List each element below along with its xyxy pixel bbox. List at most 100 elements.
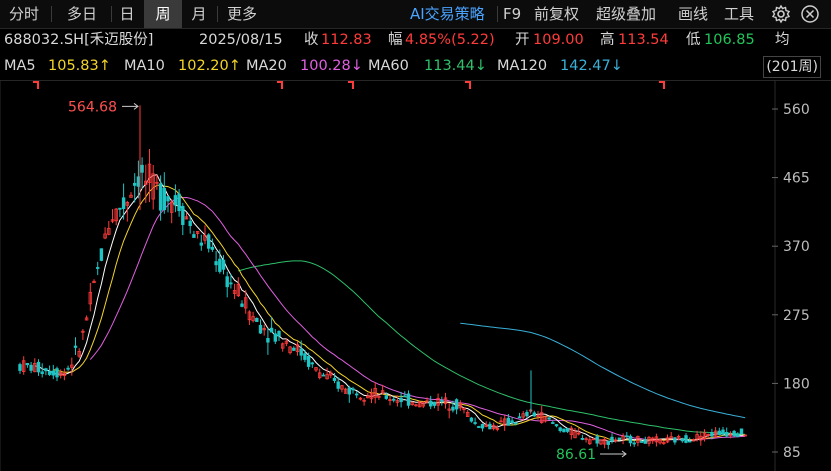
candle-body [199, 242, 203, 246]
ma5-value: 105.83↑ [48, 58, 111, 74]
candle-body [332, 377, 337, 381]
candle-body [369, 392, 374, 400]
adjust-button[interactable]: 前复权 [534, 5, 580, 23]
candle-body [373, 388, 377, 398]
candle-body [488, 423, 492, 430]
candle-body [725, 432, 729, 437]
candle-body [713, 430, 718, 438]
candle-body [440, 399, 444, 402]
ma120-line [460, 322, 746, 419]
candle-body [628, 435, 633, 444]
candle-body [595, 436, 599, 444]
candle-body [680, 438, 684, 442]
candle-body [173, 195, 178, 206]
candle-body [536, 415, 540, 418]
candle-body [73, 345, 78, 348]
high-value: 113.54 [618, 32, 669, 48]
candle-body [329, 372, 333, 376]
candle-body [210, 246, 215, 250]
max-arrow [122, 102, 139, 110]
candle-body [543, 416, 548, 422]
candle-body [317, 372, 322, 378]
tab-weekly[interactable]: 周 [144, 0, 182, 28]
candle-body [447, 408, 451, 411]
candle-body [584, 438, 588, 441]
candle-body [695, 434, 699, 440]
candle-body [51, 370, 55, 376]
candle-body [158, 183, 163, 211]
candle-body [147, 163, 152, 183]
quote-date: 2025/08/15 [199, 32, 283, 48]
candlestick-chart[interactable]: 560 465 370 275 180 85 564.68 86.61 [0, 80, 831, 471]
y-tick-label: 180 [783, 376, 810, 392]
candle-body [521, 413, 525, 418]
toolbar: 分时 多日 日 周 月 更多 AI交易策略 F9 前复权 超级叠加 画线 工具 [0, 0, 831, 29]
candle-body [580, 438, 585, 440]
candle-body [736, 433, 740, 437]
tab-intraday[interactable]: 分时 [8, 5, 39, 23]
candle-body [706, 433, 710, 437]
candle-body [203, 235, 207, 241]
ma10-label: MA10 [124, 58, 165, 74]
candle-body [654, 436, 659, 443]
tab-multiday[interactable]: 多日 [66, 5, 97, 23]
candle-body [18, 364, 22, 371]
candle-body [554, 424, 559, 427]
candle-body [177, 193, 181, 212]
candle-body [218, 258, 222, 272]
candle-body [129, 194, 133, 198]
candle-body [221, 259, 226, 270]
candle-body [192, 234, 196, 238]
candle-body [462, 407, 466, 410]
candle-body [425, 400, 429, 403]
candle-body [44, 368, 48, 372]
candle-body [614, 439, 618, 442]
candle-body [443, 397, 448, 405]
candle-body [155, 181, 159, 184]
candle-body [362, 399, 366, 402]
event-marker [348, 81, 354, 89]
draw-button[interactable]: 画线 [678, 5, 709, 23]
candle-body [110, 219, 115, 222]
candle-body [162, 188, 166, 211]
candle-body [255, 317, 259, 322]
candle-body [81, 330, 85, 333]
candle-body [673, 437, 677, 443]
gear-icon[interactable] [771, 4, 791, 24]
tab-more[interactable]: 更多 [226, 5, 257, 23]
candle-body [343, 388, 348, 394]
candle-body [506, 417, 511, 426]
close-icon[interactable] [800, 4, 820, 24]
candle-body [454, 399, 459, 410]
candle-body [140, 164, 144, 173]
period-selector[interactable]: (201周) [763, 56, 821, 78]
candle-body [591, 438, 596, 441]
candle-body [458, 402, 462, 409]
candle-body [699, 435, 703, 441]
ma60-label: MA60 [368, 58, 409, 74]
candle-body [495, 428, 499, 430]
tab-monthly[interactable]: 月 [191, 5, 207, 23]
candle-body [499, 420, 503, 423]
candle-body [540, 412, 544, 423]
candle-body [66, 367, 70, 370]
tab-daily[interactable]: 日 [119, 5, 135, 23]
ma-legend: MA5 105.83↑ MA10 102.20↑ MA20 100.28↓ MA… [0, 52, 831, 81]
candle-body [99, 248, 104, 261]
candle-body [336, 381, 340, 389]
tools-button[interactable]: 工具 [724, 5, 755, 23]
candle-body [188, 220, 192, 227]
ma20-line [89, 196, 746, 441]
candle-body [306, 355, 311, 367]
candle-body [403, 395, 407, 398]
candle-body [96, 267, 100, 269]
quote-info-bar: 688032.SH[禾迈股份] 2025/08/15 收 112.83 幅 4.… [0, 28, 831, 52]
candle-body [514, 422, 518, 425]
f9-button[interactable]: F9 [503, 5, 522, 23]
candle-body [292, 347, 296, 351]
overlay-button[interactable]: 超级叠加 [596, 5, 657, 23]
candle-body [118, 207, 122, 210]
candle-body [565, 427, 570, 432]
candle-body [125, 201, 129, 206]
ai-strategy-button[interactable]: AI交易策略 [410, 5, 485, 23]
